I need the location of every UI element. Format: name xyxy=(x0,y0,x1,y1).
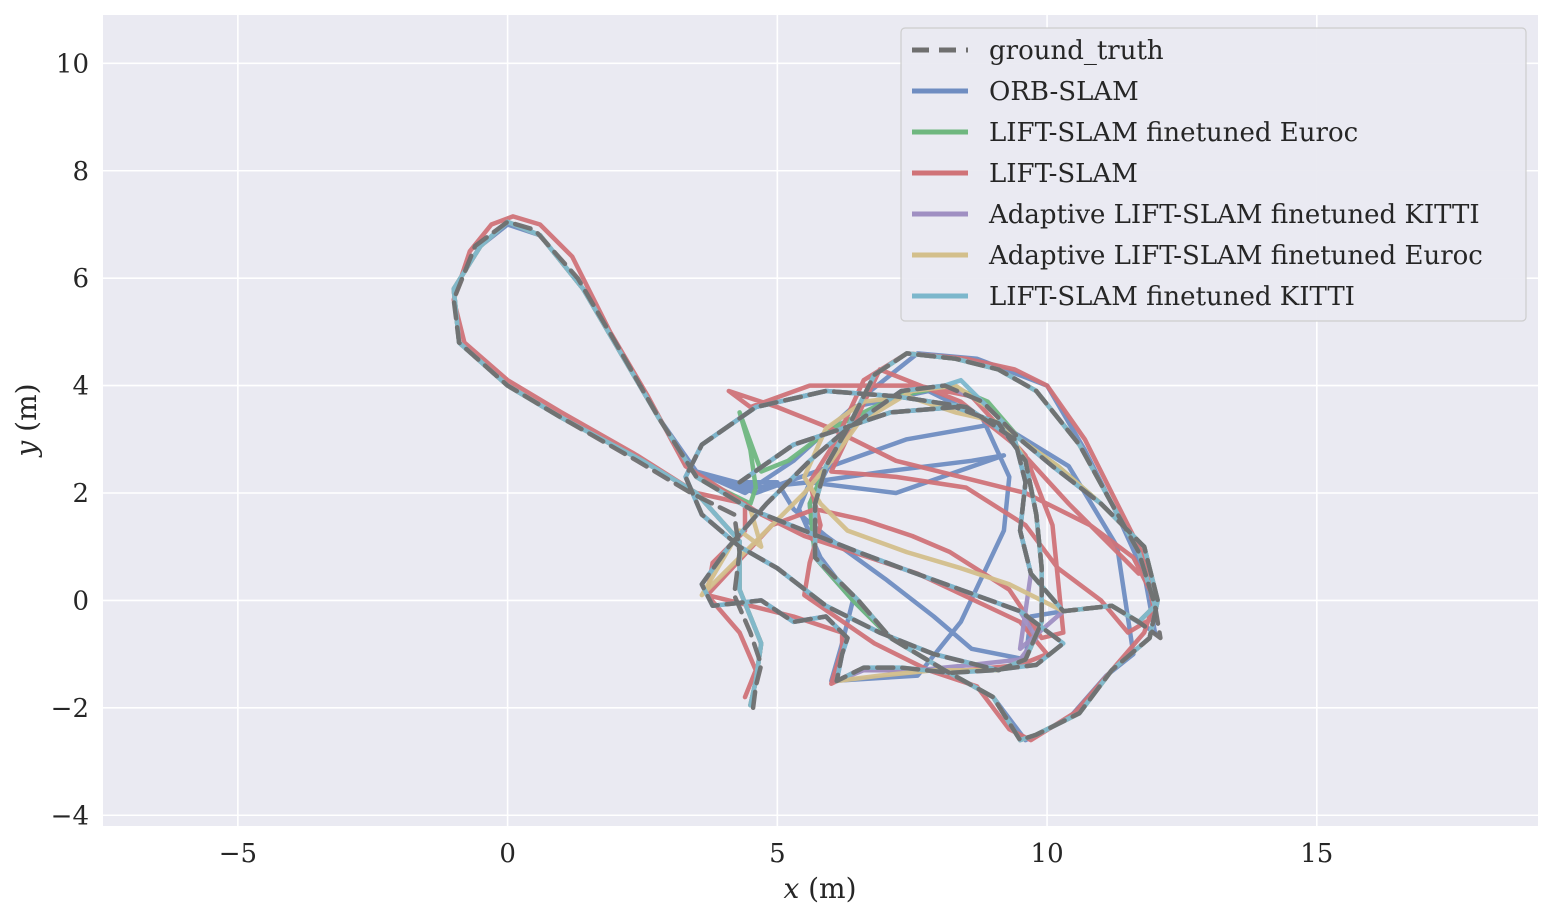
y-tick-label: 6 xyxy=(72,264,89,294)
x-tick-label: 5 xyxy=(769,839,786,869)
y-tick-labels: −4 −2 0 2 4 6 8 10 xyxy=(51,49,89,831)
y-axis-label: y (m) xyxy=(10,383,43,458)
legend-label-adaptive-lift-slam-finetuned-euroc: Adaptive LIFT-SLAM finetuned Euroc xyxy=(988,241,1483,271)
y-tick-label: −4 xyxy=(51,801,89,831)
series-group xyxy=(451,214,1163,743)
y-tick-label: −2 xyxy=(51,694,89,724)
series-line-ground-truth xyxy=(451,219,1163,743)
legend-label-lift-slam-finetuned-kitti: LIFT-SLAM finetuned KITTI xyxy=(989,282,1355,312)
legend-frame xyxy=(900,27,1527,322)
series-line-lift-slam xyxy=(451,214,1158,743)
x-tick-label: 0 xyxy=(499,839,516,869)
legend: ground_truth ORB-SLAM LIFT-SLAM finetuned … xyxy=(900,27,1527,322)
x-tick-label: 10 xyxy=(1031,839,1064,869)
y-tick-label: 0 xyxy=(72,586,89,616)
x-axis-label: x (m) xyxy=(783,872,856,905)
legend-label-ground-truth: ground_truth xyxy=(989,36,1164,66)
legend-label-lift-slam: LIFT-SLAM xyxy=(989,159,1138,189)
x-tick-label: 15 xyxy=(1300,839,1333,869)
x-tick-labels: −5 0 5 10 15 xyxy=(219,839,1334,869)
legend-label-adaptive-lift-slam-finetuned-kitti: Adaptive LIFT-SLAM finetuned KITTI xyxy=(988,200,1480,230)
legend-label-orb-slam: ORB-SLAM xyxy=(989,77,1139,107)
y-tick-label: 4 xyxy=(72,372,89,402)
y-tick-label: 8 xyxy=(72,157,89,187)
y-tick-label: 2 xyxy=(72,479,89,509)
x-tick-label: −5 xyxy=(219,839,257,869)
legend-label-lift-slam-finetuned-euroc: LIFT-SLAM finetuned Euroc xyxy=(989,118,1358,148)
y-tick-label: 10 xyxy=(56,49,89,79)
